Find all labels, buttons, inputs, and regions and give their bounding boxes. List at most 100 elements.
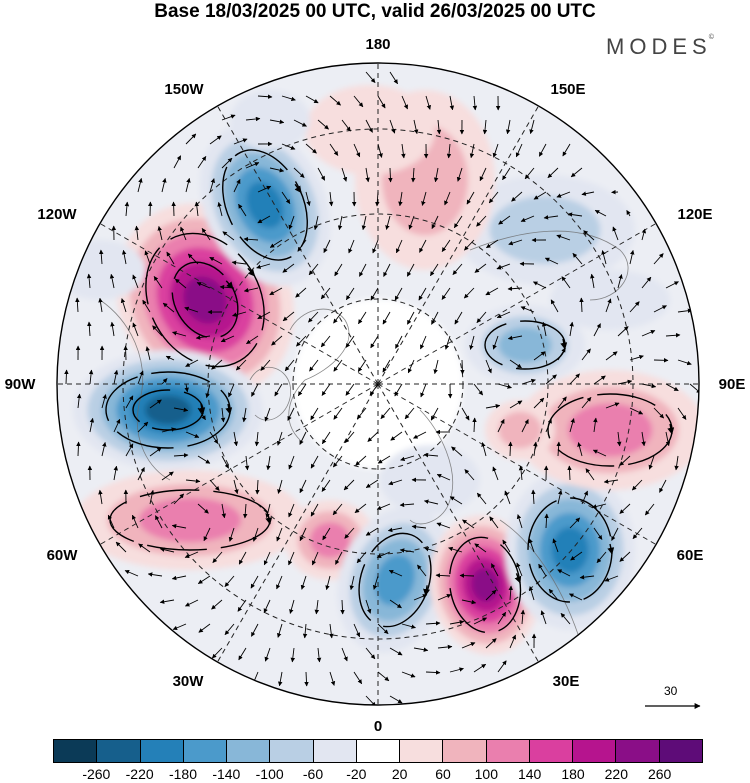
wind-arrow [359,263,367,277]
longitude-label-90e: 90E [718,376,746,393]
wind-arrow [329,95,341,106]
colorbar-tick-label: 180 [561,766,585,782]
wind-arrow [389,599,402,609]
wind-arrow [382,359,391,373]
wind-arrow [382,311,391,325]
wind-arrow [641,330,656,337]
wind-arrow [137,421,149,433]
wind-arrow [433,167,439,183]
streamline-arrow [247,267,256,277]
colorbar-segment [486,740,530,762]
wind-arrow [590,273,595,289]
wind-arrow [343,479,355,491]
wind-arrow [337,215,343,231]
wind-arrow [255,479,260,495]
wind-arrow [113,465,118,481]
colorbar-tick-label: -20 [346,766,367,782]
wind-arrow [295,287,307,298]
wind-arrow [508,441,513,457]
wind-arrow [254,431,260,447]
longitude-label-90w: 90W [4,376,36,393]
wind-arrow [64,369,69,385]
wind-arrow [451,446,463,457]
wind-arrow [101,394,107,409]
wind-arrow [569,321,574,337]
wind-arrow [372,575,379,590]
wind-arrow [436,473,451,481]
wind-arrow [515,143,523,158]
wind-arrow [277,479,283,494]
wind-arrow [520,215,535,222]
wind-arrow [197,455,211,464]
wind-arrow [205,383,211,399]
wind-arrow [211,599,223,610]
wind-arrow [474,263,487,273]
longitude-label-120w: 120W [37,206,77,223]
wind-arrow [356,551,367,564]
wind-arrow [245,116,261,122]
wind-arrow [221,157,233,169]
anomaly-contour [246,181,284,229]
wind-arrow [289,599,295,614]
wind-arrow [488,191,499,204]
wind-arrow [288,551,295,566]
wind-arrow [184,551,199,558]
wind-arrow [137,370,144,385]
wind-arrow [354,503,367,514]
wind-arrow [520,609,526,625]
wind-arrow [209,479,220,491]
wind-arrow [544,513,549,529]
wind-arrow [201,228,211,241]
wind-arrow [221,455,229,469]
wind-arrow [155,515,163,529]
wind-arrow [365,167,370,183]
wind-arrow [569,418,575,433]
wind-arrow [159,599,175,604]
wind-arrow [309,359,319,372]
wind-arrow [629,301,640,313]
wind-arrow [271,335,283,346]
wind-arrow [411,524,427,530]
colorbar-segment [400,740,444,762]
wind-arrow [333,407,343,420]
wind-arrow [282,263,295,273]
wind-arrow [161,427,177,433]
wind-arrow [492,143,499,158]
wind-arrow [408,215,415,230]
wind-arrow [395,335,403,349]
wind-arrow [224,623,235,636]
wind-arrow [257,311,271,320]
coastline [499,519,581,641]
longitude-label-150e: 150E [550,81,586,98]
wind-arrow [596,551,607,564]
wind-arrow [461,599,477,605]
wind-arrow [185,359,199,367]
wind-arrow [238,551,247,565]
wind-arrow [581,396,592,409]
wind-arrow [305,143,317,154]
wind-arrow [110,321,115,337]
wind-arrow [203,527,211,542]
wind-arrow [593,527,603,540]
wind-arrow [560,612,571,625]
wind-arrow [125,443,134,457]
wind-arrow [310,503,319,517]
wind-arrow [243,236,259,242]
wind-arrow [377,671,390,682]
wind-arrow [113,418,121,433]
wind-arrow [677,407,687,420]
wind-arrow [184,306,199,313]
wind-arrow [263,599,271,614]
wind-arrow [231,260,247,265]
wind-arrow [401,143,406,159]
wind-arrow [485,359,492,374]
anomaly-contour [57,240,145,300]
wind-arrow [449,496,463,505]
wind-arrow [367,431,379,442]
wind-arrow [243,287,259,293]
coastline [409,409,454,525]
wind-arrow [365,527,379,536]
wind-arrow [302,623,308,639]
wind-arrow [98,489,103,505]
wind-arrow [516,562,523,577]
